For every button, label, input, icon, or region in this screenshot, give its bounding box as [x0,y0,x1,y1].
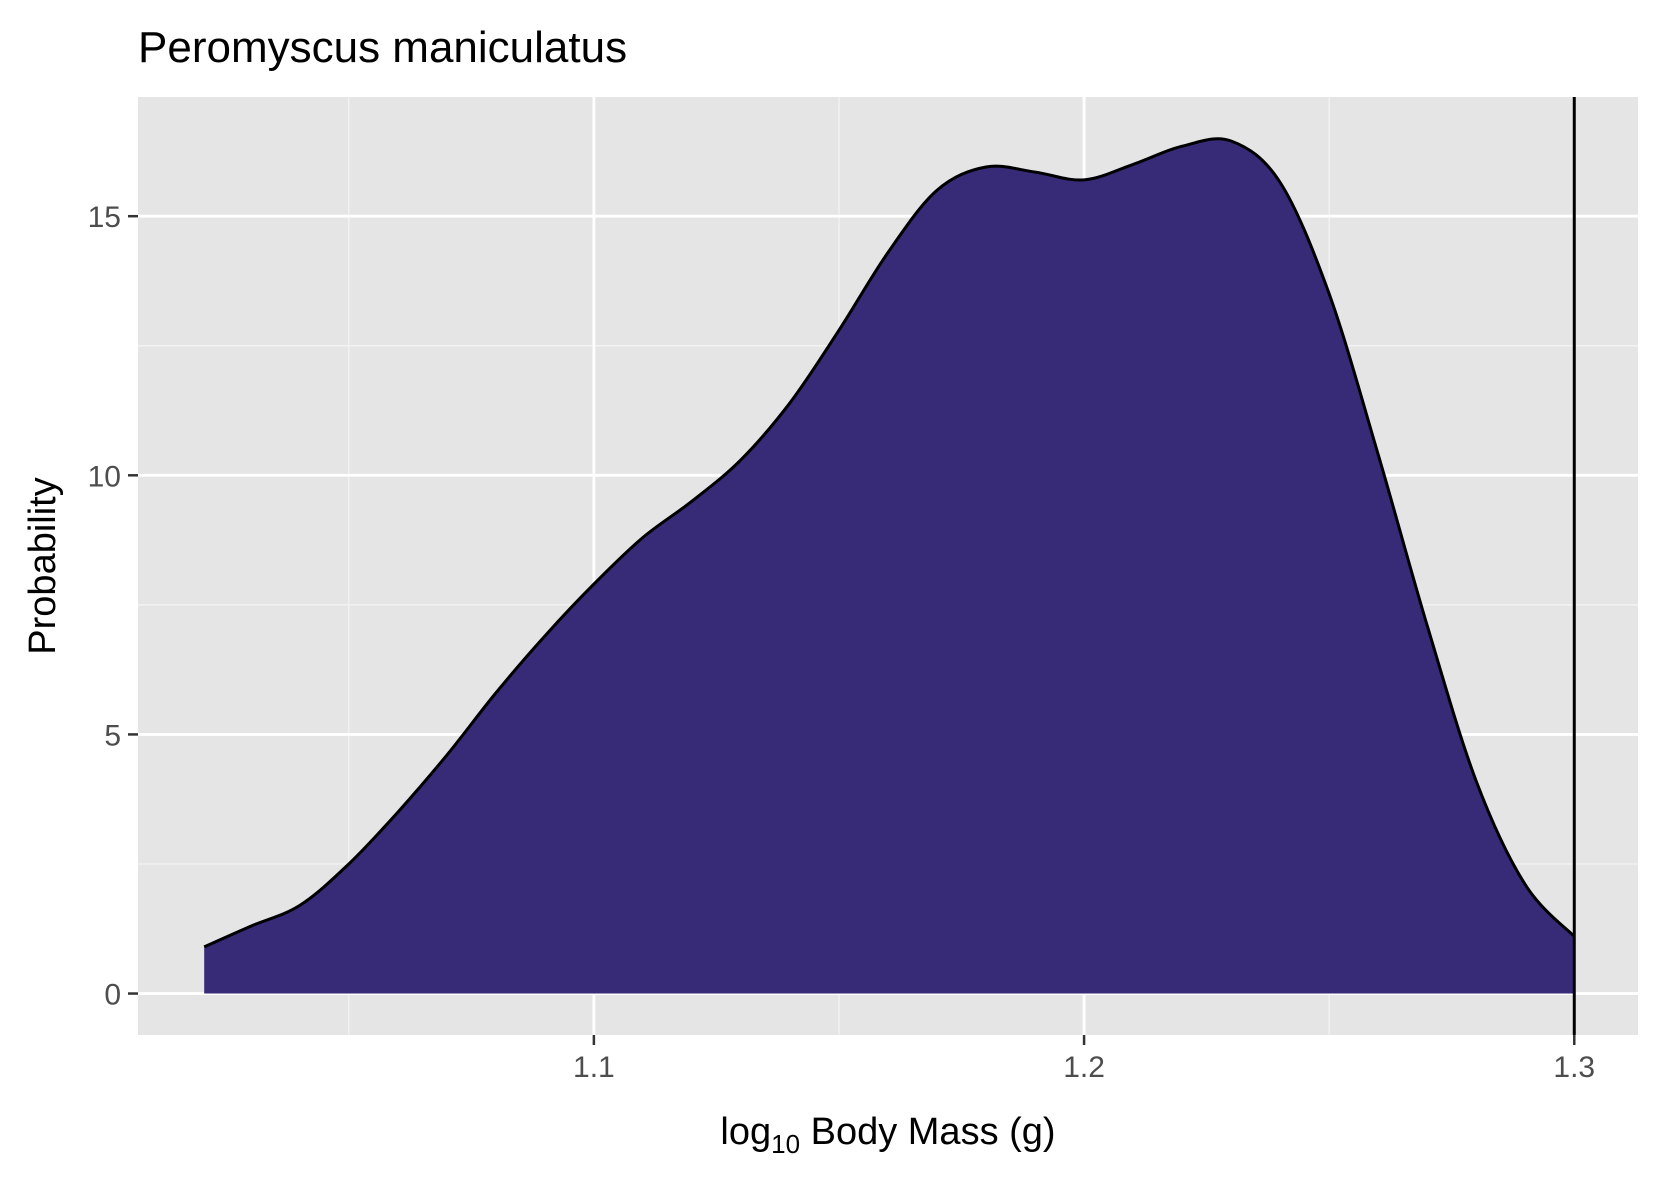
y-tick-label: 5 [104,719,121,752]
x-tick-label: 1.1 [573,1051,615,1084]
y-tick-label: 10 [88,460,121,493]
y-tick-label: 0 [104,979,121,1012]
y-axis-title: Probability [22,477,64,654]
x-tick-label: 1.2 [1063,1051,1105,1084]
chart-title: Peromyscus maniculatus [138,23,627,72]
x-tick-label: 1.3 [1553,1051,1595,1084]
y-tick-label: 15 [88,201,121,234]
density-line [203,137,1576,949]
y-axis-ticks: 0 5 10 15 [88,201,138,1012]
x-axis-title: log10 Body Mass (g) [720,1111,1055,1159]
x-axis-ticks: 1.1 1.2 1.3 [573,1035,1595,1084]
density-area [204,138,1575,994]
